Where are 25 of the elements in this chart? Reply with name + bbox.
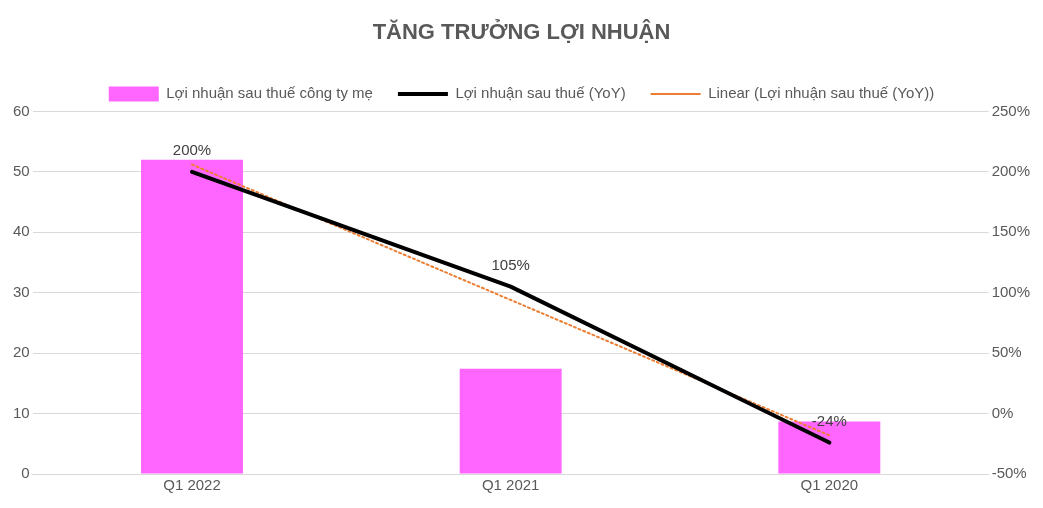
y2-tick-label: 100% bbox=[991, 282, 1031, 300]
y2-tick-label: 0% bbox=[991, 403, 1014, 421]
y-tick-label: 20 bbox=[13, 343, 30, 361]
y2-tick-label: 150% bbox=[991, 222, 1031, 240]
y2-tick-label: 50% bbox=[991, 343, 1022, 361]
legend-label: Linear (Lợi nhuận sau thuế (YoY)) bbox=[708, 84, 935, 102]
data-label: 105% bbox=[491, 256, 530, 274]
x-tick-label: Q1 2020 bbox=[800, 476, 859, 494]
y-tick-label: 50 bbox=[13, 161, 30, 179]
y-tick-label: 30 bbox=[13, 282, 30, 300]
legend-label: Lợi nhuận sau thuế (YoY) bbox=[455, 84, 626, 102]
y2-tick-label: 250% bbox=[991, 101, 1031, 119]
bar bbox=[459, 368, 562, 474]
x-tick-label: Q1 2021 bbox=[481, 476, 540, 494]
y-tick-label: 0 bbox=[21, 464, 30, 482]
y2-tick-label: 200% bbox=[991, 161, 1031, 179]
data-label: 200% bbox=[172, 141, 212, 159]
y-tick-label: 40 bbox=[13, 222, 30, 240]
legend-label: Lợi nhuận sau thuế công ty mẹ bbox=[166, 84, 373, 102]
bar bbox=[141, 159, 243, 474]
y-tick-label: 10 bbox=[13, 403, 30, 421]
y-tick-label: 60 bbox=[13, 101, 30, 119]
y2-tick-label: -50% bbox=[991, 464, 1027, 482]
chart-title: TĂNG TRƯỞNG LỢI NHUẬN bbox=[372, 19, 671, 45]
x-tick-label: Q1 2022 bbox=[163, 476, 221, 494]
